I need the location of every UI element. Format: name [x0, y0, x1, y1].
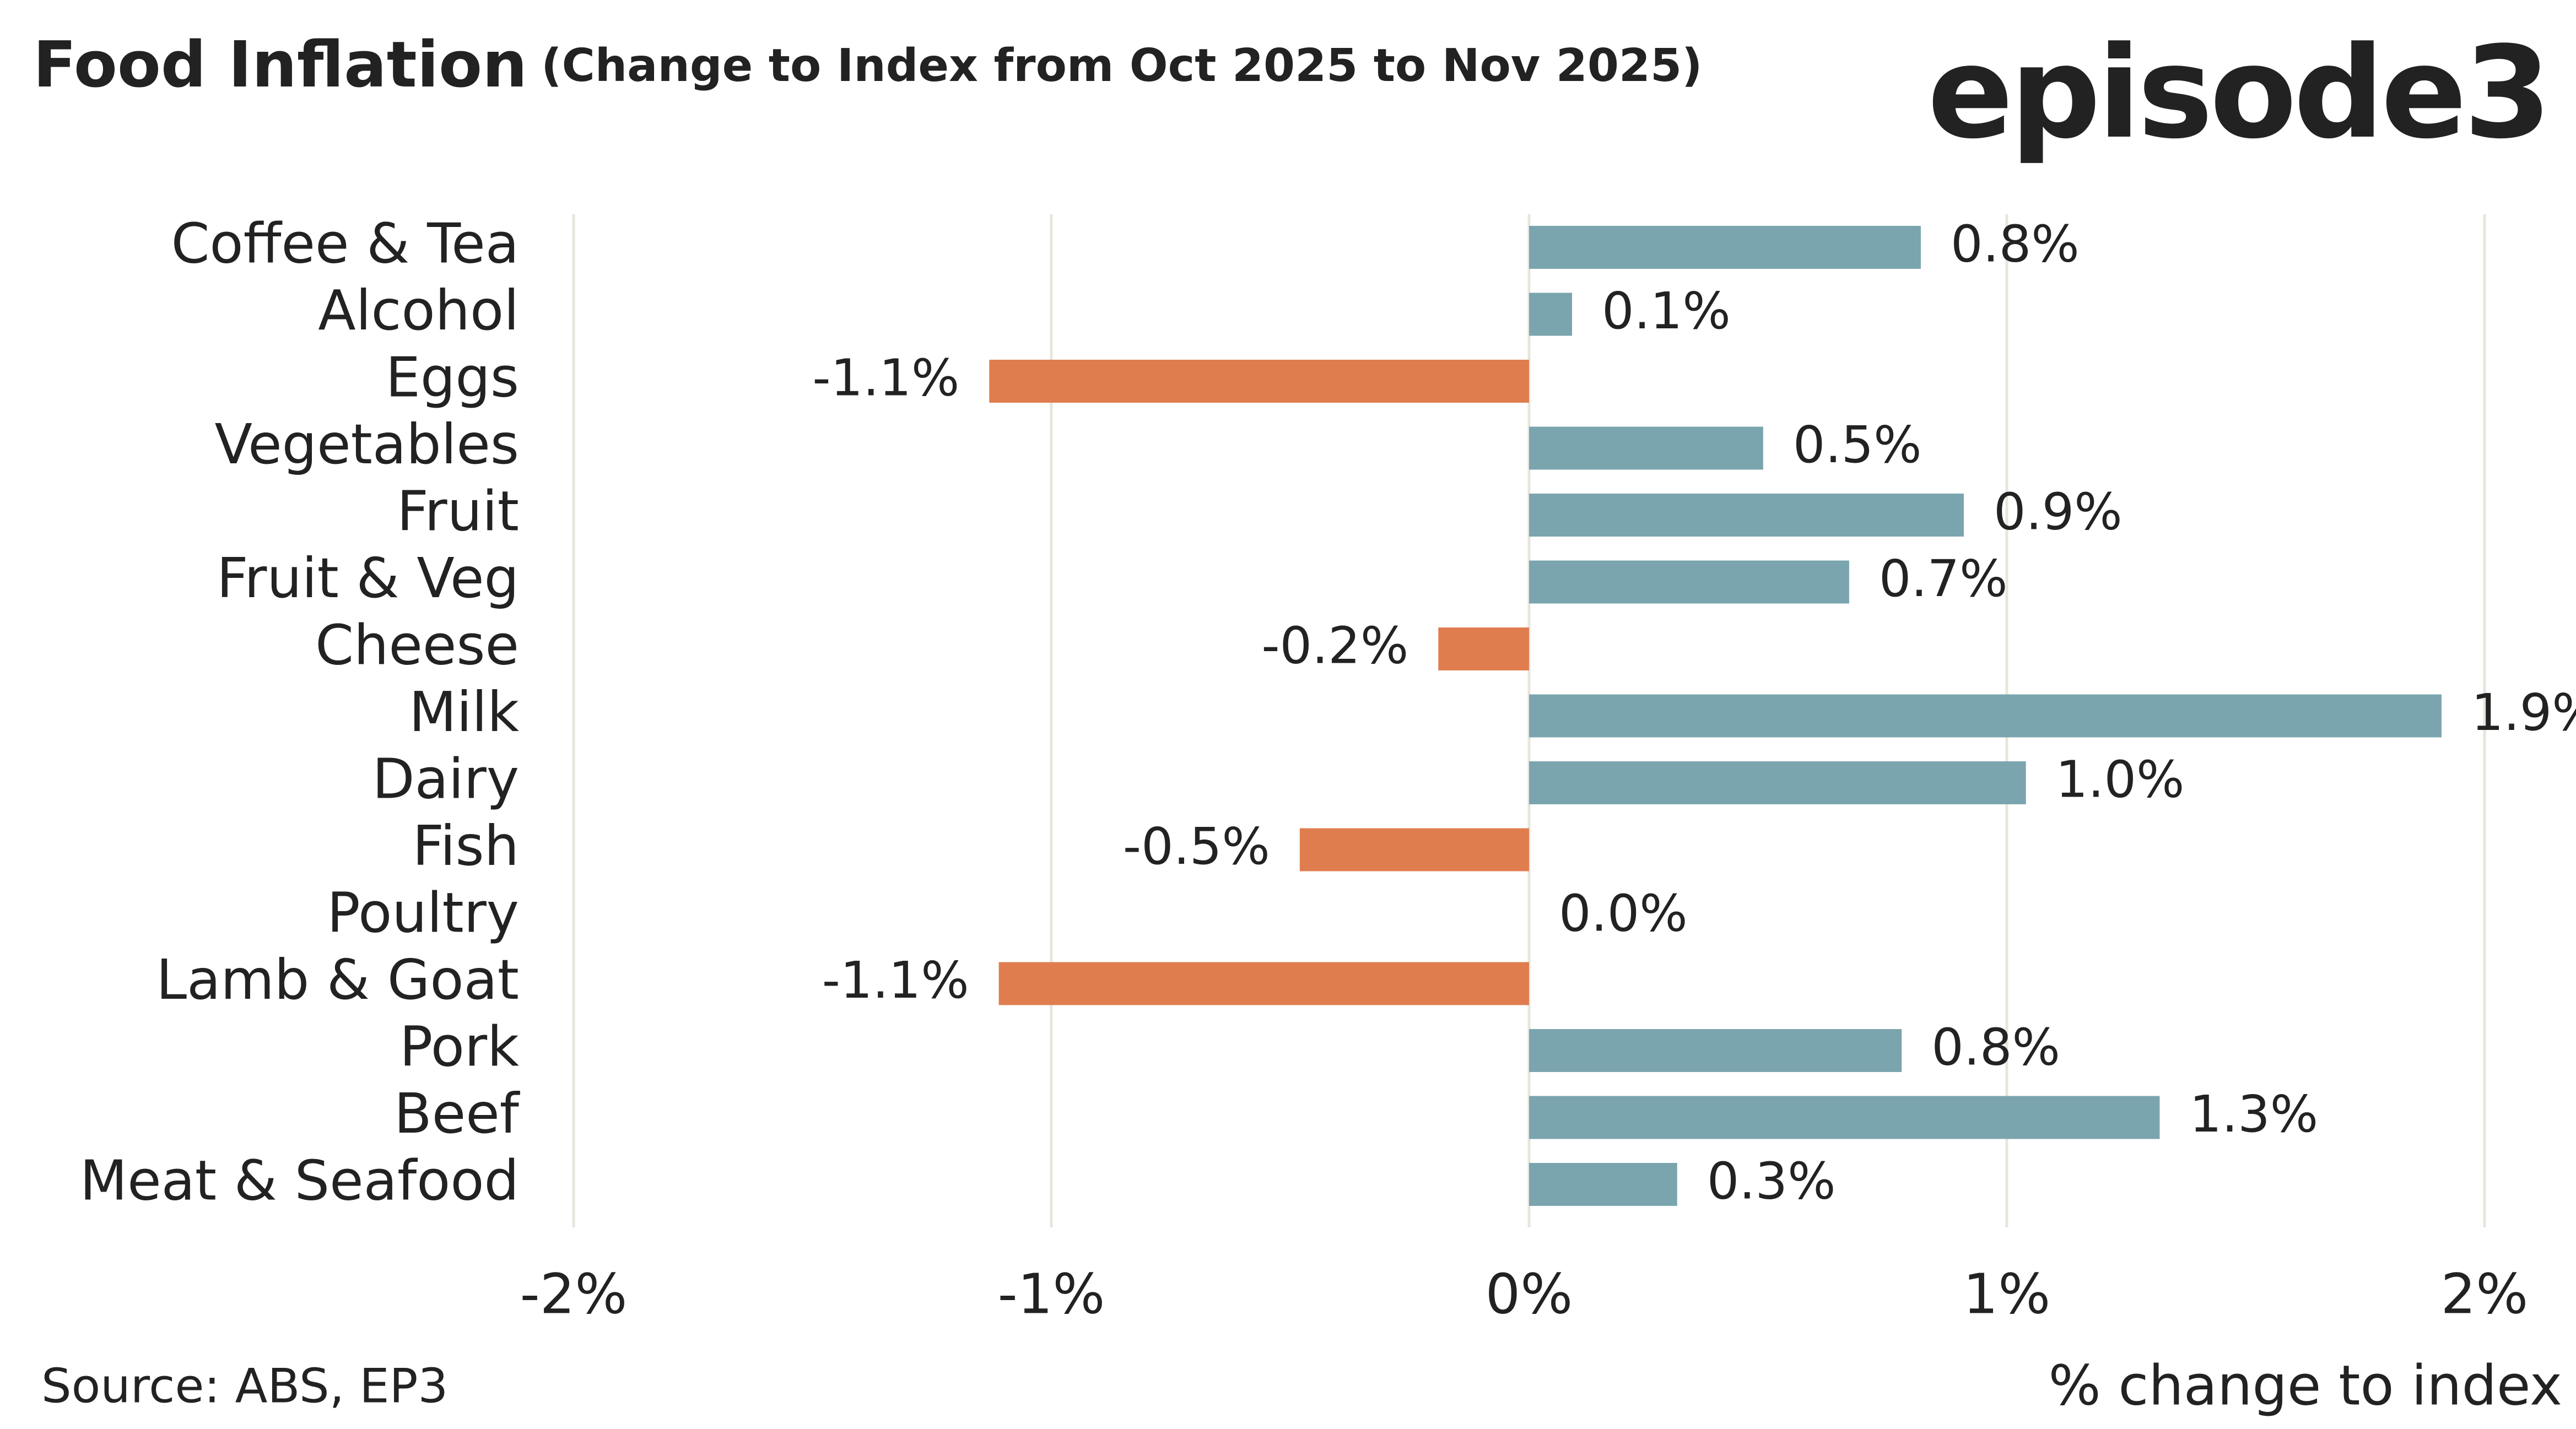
data-label: 0.7% [1879, 549, 2008, 608]
bar [1529, 1163, 1677, 1206]
chart-subtitle: (Change to Index from Oct 2025 to Nov 20… [541, 40, 1702, 92]
x-tick-label: 1% [1963, 1262, 2051, 1326]
x-axis-label: % change to index [2049, 1353, 2562, 1417]
y-tick-label: Beef [394, 1081, 521, 1146]
bar [1529, 1096, 2160, 1139]
bar [1529, 694, 2442, 738]
y-tick-label: Lamb & Goat [156, 948, 519, 1012]
bar [1529, 226, 1921, 269]
data-label: 0.0% [1559, 884, 1688, 943]
y-tick-label: Milk [409, 680, 519, 744]
logo: episode3 [1927, 20, 2548, 167]
bar [1529, 293, 1573, 336]
y-tick-label: Fish [412, 814, 519, 878]
y-tick-label: Eggs [386, 345, 519, 409]
bar [998, 962, 1529, 1005]
y-tick-label: Vegetables [214, 412, 519, 477]
y-tick-label: Dairy [372, 746, 519, 811]
data-label: 0.3% [1707, 1151, 1836, 1210]
data-label: 1.3% [2189, 1085, 2318, 1144]
bar [1299, 828, 1529, 872]
y-tick-label: Meat & Seafood [80, 1148, 519, 1213]
y-tick-label: Coffee & Tea [171, 211, 519, 275]
data-label: -1.1% [812, 348, 959, 407]
bar [1529, 426, 1763, 470]
data-label: 0.5% [1793, 415, 1922, 474]
data-label: 0.8% [1931, 1017, 2060, 1076]
data-label: 0.8% [1951, 214, 2080, 273]
bar [1438, 627, 1529, 670]
bar [1529, 560, 1849, 604]
bar [1529, 761, 2026, 804]
chart-title-group: Food Inflation (Change to Index from Oct… [33, 28, 1702, 102]
y-tick-label: Pork [399, 1014, 519, 1079]
x-tick-label: -1% [998, 1262, 1105, 1326]
y-tick-label: Alcohol [318, 278, 519, 343]
data-label: 1.9% [2471, 683, 2576, 742]
x-tick-label: -2% [520, 1262, 628, 1326]
x-tick-label: 2% [2441, 1262, 2529, 1326]
bar [989, 360, 1529, 403]
chart-title: Food Inflation [33, 28, 527, 102]
data-label: 0.9% [1994, 482, 2123, 541]
y-tick-label: Poultry [327, 880, 519, 945]
data-label: 1.0% [2056, 750, 2185, 809]
data-label: -0.2% [1261, 616, 1408, 675]
x-tick-label: 0% [1486, 1262, 1573, 1326]
y-tick-label: Fruit [397, 479, 519, 543]
bar [1529, 494, 1964, 537]
source-note: Source: ABS, EP3 [41, 1358, 448, 1414]
bar [1529, 1029, 1902, 1072]
y-tick-label: Cheese [315, 613, 519, 677]
data-label: -0.5% [1123, 817, 1270, 876]
data-label: -1.1% [822, 951, 969, 1010]
data-label: 0.1% [1602, 282, 1731, 340]
y-tick-label: Fruit & Veg [217, 546, 519, 610]
